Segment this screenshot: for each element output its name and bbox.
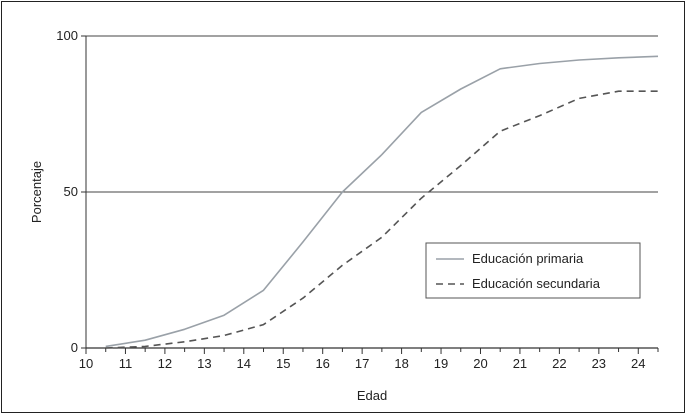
grid-lines: [86, 35, 658, 193]
legend-box: [425, 242, 641, 299]
x-tick-label-15: 15: [276, 356, 290, 371]
x-tick-label-19: 19: [434, 356, 448, 371]
x-tick-label-17: 17: [355, 356, 369, 371]
x-tick-label-16: 16: [315, 356, 329, 371]
legend-label-secundaria: Educación secundaria: [472, 276, 601, 291]
x-tick-label-20: 20: [473, 356, 487, 371]
x-tick-label-24: 24: [631, 356, 645, 371]
y-tick-label-50: 50: [64, 184, 78, 199]
x-tick-label-10: 10: [79, 356, 93, 371]
series-line-secundaria: [105, 90, 658, 349]
x-tick-label-22: 22: [552, 356, 566, 371]
axes: [81, 35, 659, 354]
y-tick-label-0: 0: [71, 340, 78, 355]
x-tick-label-21: 21: [513, 356, 527, 371]
series-line-primaria: [105, 55, 659, 348]
x-axis-title: Edad: [357, 388, 387, 403]
legend: Educación primaria Educación secundaria: [425, 242, 641, 299]
x-tick-label-12: 12: [158, 356, 172, 371]
x-tick-label-11: 11: [119, 356, 133, 371]
y-axis-title: Porcentaje: [29, 161, 44, 223]
x-tick-label-18: 18: [394, 356, 408, 371]
y-tick-label-100: 100: [56, 28, 78, 43]
legend-label-primaria: Educación primaria: [472, 251, 584, 266]
x-tick-label-13: 13: [197, 356, 211, 371]
x-tick-label-23: 23: [592, 356, 606, 371]
series-lines: [105, 55, 659, 349]
tick-labels: 10 11 12 13 14 15 16 17 18 19 20 21 22 23 24 0 50 100: [56, 28, 645, 371]
x-tick-label-14: 14: [237, 356, 251, 371]
